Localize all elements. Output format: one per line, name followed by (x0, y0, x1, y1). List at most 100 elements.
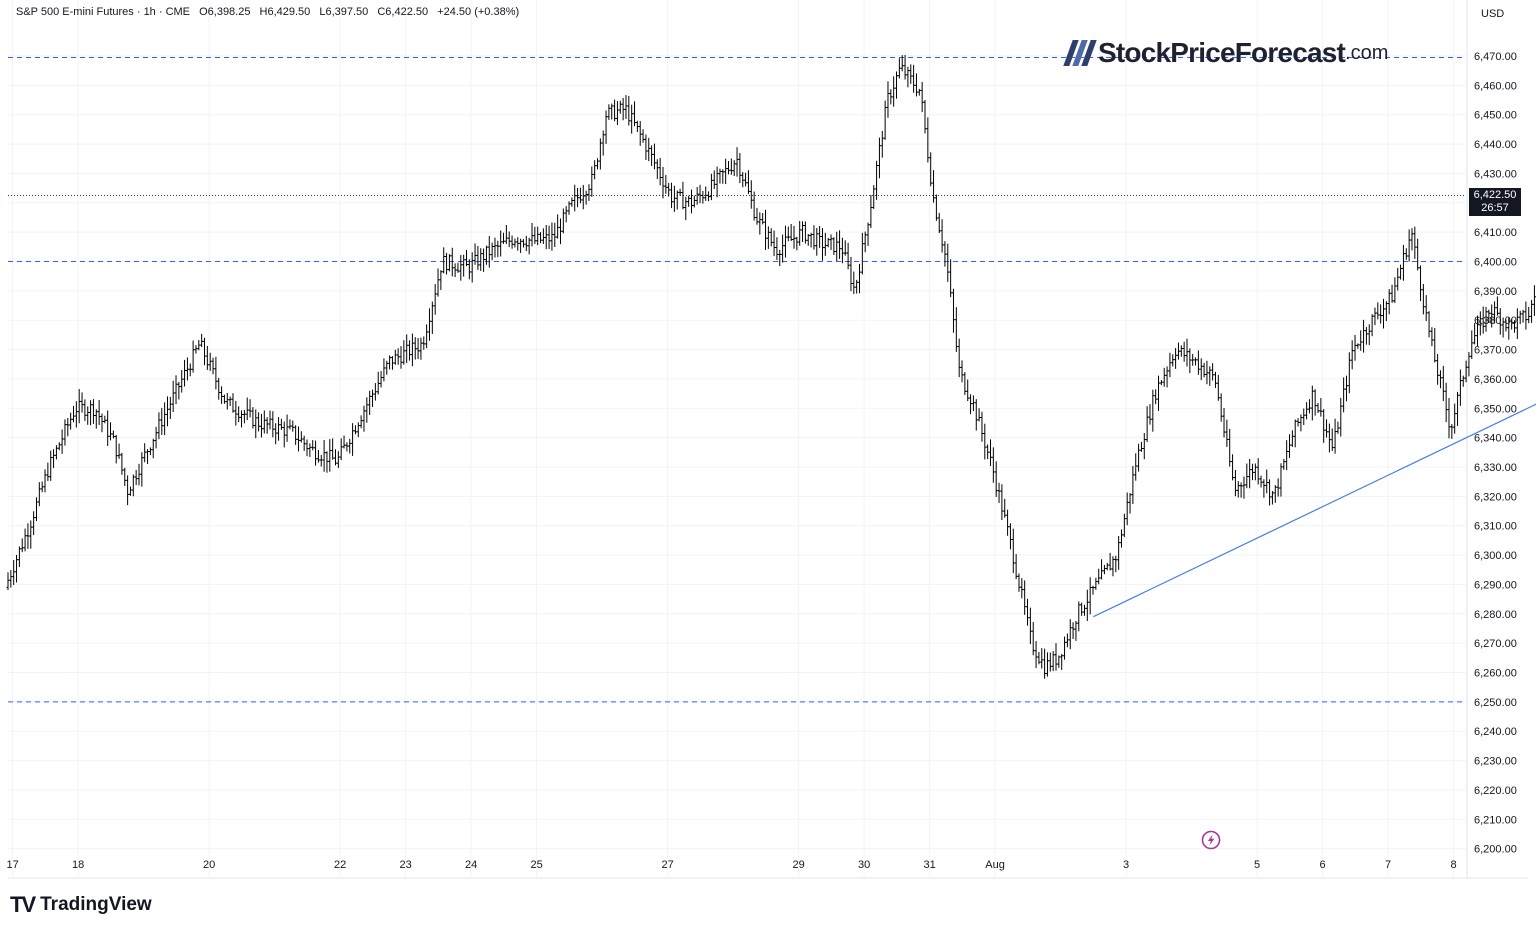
ohlc-bar (641, 129, 645, 143)
time-tick-label: 22 (334, 859, 346, 871)
ohlc-bar (1248, 458, 1252, 489)
time-tick-label: 27 (661, 859, 673, 871)
bolt-icon[interactable] (1201, 830, 1221, 850)
ohlc-bar (1128, 493, 1132, 514)
ohlc-bar (114, 434, 118, 464)
ohlc-bar (889, 89, 893, 105)
ohlc-bar (308, 443, 312, 457)
ohlc-bar (285, 414, 289, 442)
ohlc-bar (1014, 553, 1018, 580)
ohlc-bar (521, 239, 525, 248)
ohlc-bar (359, 415, 363, 429)
high-value: H6,429.50 (259, 6, 311, 18)
ohlc-bar (1134, 453, 1138, 481)
ohlc-bar (593, 160, 597, 180)
time-axis[interactable]: 1718202223242527293031Aug356781012131415… (6, 859, 1536, 871)
ohlc-bar (1102, 564, 1106, 575)
last-price-badge: 6,422.50 26:57 (1469, 188, 1521, 216)
ascending-trendline[interactable] (1093, 217, 1536, 618)
ohlc-bar (493, 237, 497, 258)
ohlc-bar (1532, 285, 1536, 316)
ohlc-bar (983, 423, 987, 460)
ohlc-bar (339, 438, 343, 461)
ohlc-bar (490, 242, 494, 261)
ohlc-bar (903, 54, 907, 80)
price-tick-label: 6,200.00 (1474, 844, 1517, 856)
price-tick-label: 6,310.00 (1474, 521, 1517, 533)
time-tick-label: 3 (1123, 859, 1129, 871)
ohlc-bar (1236, 481, 1240, 498)
ohlc-bar (1105, 562, 1109, 571)
ohlc-bar (772, 230, 776, 257)
ohlc-bar (707, 191, 711, 202)
ohlc-bar (655, 159, 659, 180)
ohlc-bar (479, 248, 483, 271)
ohlc-bar (1342, 377, 1346, 413)
ohlc-bar (1396, 267, 1400, 291)
logo-name: StockPriceForecast (1098, 37, 1346, 68)
ohlc-bar (1028, 607, 1032, 645)
ohlc-bar (755, 207, 759, 225)
ohlc-bar (1347, 352, 1351, 394)
ohlc-bar (203, 337, 206, 366)
ohlc-bar (1333, 418, 1337, 454)
last-price: 6,422.50 (1473, 189, 1517, 201)
ohlc-bar (1413, 226, 1417, 259)
ohlc-bar (1077, 601, 1081, 632)
ohlc-bar (510, 235, 514, 249)
ohlc-bar (1475, 315, 1479, 346)
ohlc-bars (6, 54, 1536, 679)
price-axis[interactable]: 6,470.00 6,460.00 6,450.00 6,440.00 6,430.00… (1474, 51, 1517, 856)
ohlc-bar (1080, 602, 1084, 616)
ohlc-bar (262, 410, 266, 434)
ohlc-bar (137, 463, 141, 486)
currency-label[interactable]: USD (1481, 8, 1505, 20)
ohlc-bar (638, 121, 642, 146)
ohlc-bar (1242, 476, 1246, 499)
ohlc-bar (220, 386, 224, 404)
ohlc-bar (345, 442, 349, 452)
ohlc-bar (775, 237, 779, 261)
ohlc-bar (618, 100, 622, 114)
ohlc-bar (587, 184, 591, 201)
ohlc-bar (499, 230, 503, 257)
ohlc-bar (334, 449, 337, 466)
logo-mark-icon (1063, 40, 1097, 66)
time-tick-label: 7 (1385, 859, 1391, 871)
ohlc-bar (442, 247, 446, 274)
ohlc-bar (405, 334, 409, 364)
time-tick-label: Aug (985, 859, 1005, 871)
ohlc-bar (128, 486, 132, 496)
ohlc-bar (1256, 458, 1260, 485)
close-value: C6,422.50 (377, 6, 429, 18)
ohlc-bar (1490, 304, 1494, 328)
ohlc-bar (1176, 342, 1180, 360)
ohlc-bar (83, 399, 87, 421)
time-tick-label: 25 (530, 859, 542, 871)
ohlc-bar (1219, 393, 1223, 422)
ohlc-bar (117, 443, 121, 459)
ohlc-bar (143, 443, 147, 463)
ohlc-bar (1071, 622, 1075, 639)
ohlc-bar (1530, 300, 1534, 323)
trendline[interactable] (1093, 217, 1536, 618)
ohlc-bar (1194, 357, 1198, 366)
price-tick-label: 6,370.00 (1474, 345, 1517, 357)
ohlc-bar (1068, 619, 1072, 650)
ohlc-bar (1495, 296, 1499, 316)
ohlc-bar (1273, 485, 1277, 503)
ohlc-bar (704, 186, 708, 201)
symbol-header: S&P 500 E-mini Futures · 1h · CME O6,398… (16, 6, 525, 18)
ohlc-bar (453, 263, 457, 278)
ohlc-bar (205, 345, 209, 370)
ohlc-bar (1424, 295, 1428, 322)
ohlc-bar (416, 337, 420, 360)
ohlc-bar (314, 440, 318, 466)
ohlc-bar (23, 528, 27, 552)
ohlc-bar (1484, 306, 1488, 332)
symbol-title[interactable]: S&P 500 E-mini Futures · 1h · CME (16, 6, 191, 18)
ohlc-bar (1179, 345, 1183, 357)
tradingview-brand[interactable]: TV TradingView (10, 892, 152, 918)
time-tick-label: 6 (1320, 859, 1326, 871)
